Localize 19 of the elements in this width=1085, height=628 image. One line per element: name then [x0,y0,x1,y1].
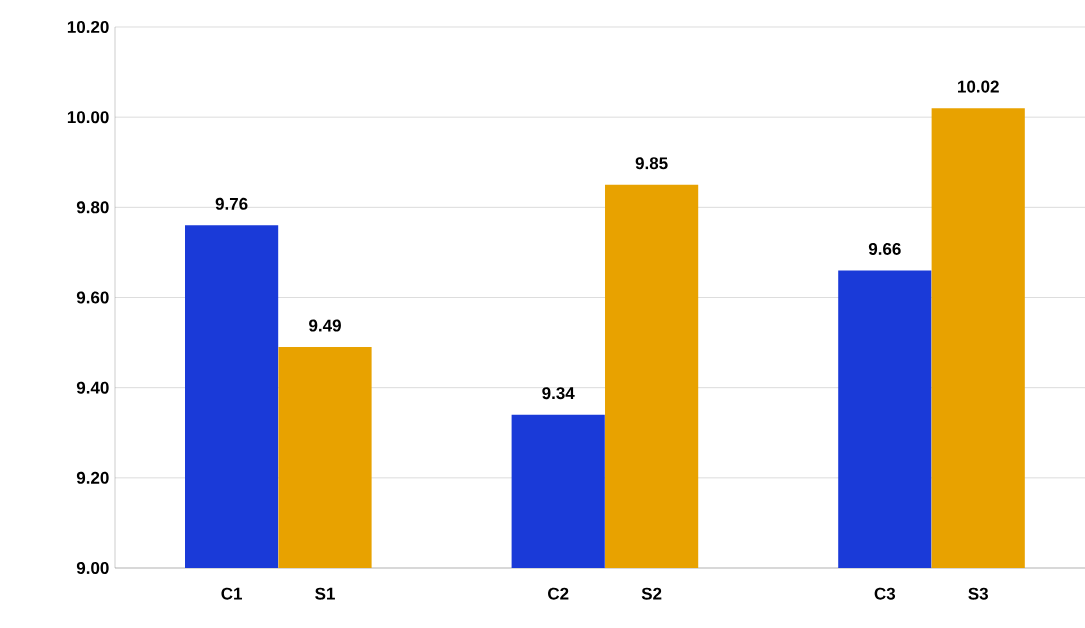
data-label: 10.02 [958,80,999,93]
y-tick-label: 9.60 [76,291,109,304]
x-tick-label: S2 [641,587,662,600]
x-tick-label: S1 [315,587,335,600]
data-label: 9.49 [309,319,341,332]
data-label: 9.66 [868,242,901,255]
data-label: 9.34 [542,387,575,400]
data-label: 9.85 [635,157,668,170]
y-tick-label: 9.20 [76,471,109,484]
x-tick-label: C2 [548,587,569,600]
y-tick-label: 10.20 [67,20,109,34]
y-tick-label: 9.80 [76,201,109,214]
x-tick-label: C1 [221,587,242,600]
y-tick-label: 9.40 [76,381,109,394]
data-label: 9.76 [215,197,248,210]
x-tick-label: S3 [968,587,988,600]
x-tick-label: C3 [874,587,896,600]
y-tick-label: 10.00 [67,111,109,124]
y-tick-label: 9.00 [76,561,109,575]
